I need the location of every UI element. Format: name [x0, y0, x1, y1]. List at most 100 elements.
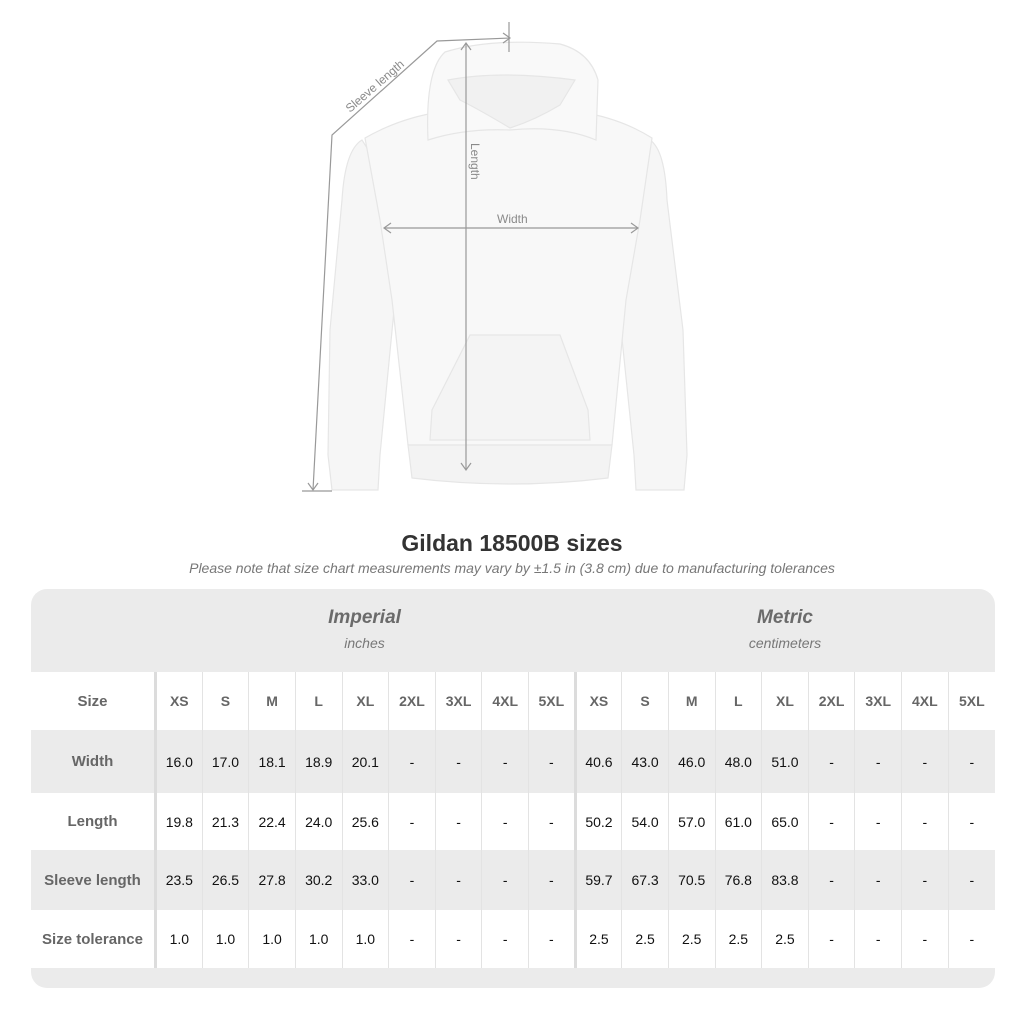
width-arrowhead-left	[382, 222, 392, 234]
length-arrowhead-top	[460, 41, 472, 51]
metric-cell: 59.7	[573, 850, 622, 910]
row-label: Sleeve length	[44, 871, 141, 889]
width-label: Width	[497, 212, 528, 226]
hood-opening	[447, 74, 576, 129]
metric-title: Metric	[757, 607, 813, 628]
imperial-cell: 1.0	[154, 910, 203, 968]
imperial-size-m: M	[248, 672, 296, 730]
metric-size-3xl: 3XL	[854, 672, 902, 730]
sleeve-length-label: Sleeve length	[343, 57, 407, 115]
imperial-cell: -	[388, 793, 436, 850]
table-row-width: Width 16.0 17.0 18.1 18.9 20.1- - - -40.6 43.0 46.…	[31, 730, 995, 793]
metric-size-m: M	[667, 672, 715, 730]
metric-cell: 61.0	[714, 793, 762, 850]
imperial-cell: 1.0	[201, 910, 249, 968]
metric-cell: 46.0	[667, 730, 715, 793]
metric-cell: -	[854, 793, 902, 850]
imperial-cell: 17.0	[201, 730, 249, 793]
imperial-cell: 1.0	[248, 910, 296, 968]
imperial-cell: 23.5	[154, 850, 203, 910]
metric-cell: -	[901, 910, 949, 968]
metric-cell: 83.8	[761, 850, 809, 910]
hoodie-measurement-diagram: Sleeve length Length Width	[302, 22, 688, 492]
length-arrowhead-bottom	[460, 462, 472, 472]
measurement-lines	[302, 22, 640, 492]
metric-cell: -	[947, 793, 995, 850]
imperial-cell: 24.0	[294, 793, 342, 850]
imperial-size-xl: XL	[341, 672, 389, 730]
imperial-cell: -	[388, 850, 436, 910]
imperial-cell: 20.1	[341, 730, 389, 793]
imperial-cell: 30.2	[294, 850, 342, 910]
imperial-cell: 22.4	[248, 793, 296, 850]
metric-size-5xl: 5XL	[947, 672, 995, 730]
table-row-length: Length 19.8 21.3 22.4 24.0 25.6- - - -50.2 54.0 57…	[31, 793, 995, 850]
metric-size-xl: XL	[761, 672, 809, 730]
size-table: Size XS S M L XL 2XL 3XL 4XL 5XL XS S M L XL 2XL 3XL 4XL 5…	[31, 672, 995, 968]
imperial-size-5xl: 5XL	[528, 672, 576, 730]
metric-cell: -	[807, 910, 855, 968]
imperial-cell: -	[434, 850, 482, 910]
imperial-cell: 21.3	[201, 793, 249, 850]
metric-size-2xl: 2XL	[807, 672, 855, 730]
imperial-cell: -	[481, 730, 529, 793]
imperial-cell: 19.8	[154, 793, 203, 850]
row-label: Length	[67, 813, 118, 830]
imperial-size-s: S	[201, 672, 249, 730]
imperial-cell: -	[528, 730, 576, 793]
metric-cell: 2.5	[573, 910, 622, 968]
imperial-cell: -	[434, 793, 482, 850]
length-label: Length	[468, 143, 482, 180]
imperial-cell: -	[434, 730, 482, 793]
metric-header: Metric centimeters	[575, 589, 995, 672]
row-label: Size tolerance	[42, 930, 143, 948]
waistband	[407, 444, 613, 485]
metric-cell: -	[854, 910, 902, 968]
row-label: Width	[71, 753, 114, 770]
imperial-size-4xl: 4XL	[481, 672, 529, 730]
metric-cell: 2.5	[761, 910, 809, 968]
tolerance-note: Please note that size chart measurements…	[189, 560, 835, 576]
sleeve-length-line	[312, 37, 511, 491]
metric-unit: centimeters	[748, 635, 822, 651]
metric-cell: -	[807, 793, 855, 850]
imperial-cell: 26.5	[201, 850, 249, 910]
imperial-cell: 1.0	[294, 910, 342, 968]
metric-cell: 67.3	[621, 850, 669, 910]
metric-size-xs: XS	[573, 672, 622, 730]
metric-cell: 40.6	[573, 730, 622, 793]
imperial-cell: -	[528, 850, 576, 910]
metric-cell: -	[947, 910, 995, 968]
imperial-size-xs: XS	[154, 672, 203, 730]
imperial-cell: 27.8	[248, 850, 296, 910]
metric-cell: -	[807, 850, 855, 910]
size-table-card: Imperial inches Metric centimeters Size X…	[31, 589, 995, 988]
metric-cell: -	[807, 730, 855, 793]
metric-cell: -	[901, 850, 949, 910]
imperial-cell: -	[388, 730, 436, 793]
metric-cell: 50.2	[573, 793, 622, 850]
metric-cell: 51.0	[761, 730, 809, 793]
chart-title: Gildan 18500B sizes	[401, 530, 623, 556]
table-row-sleeve-length: Sleeve length 23.5 26.5 27.8 30.2 33.0- - - -59.…	[31, 850, 995, 910]
imperial-cell: 16.0	[154, 730, 203, 793]
metric-cell: 2.5	[621, 910, 669, 968]
imperial-unit: inches	[344, 635, 385, 651]
metric-cell: -	[854, 730, 902, 793]
metric-cell: 76.8	[714, 850, 762, 910]
metric-size-l: L	[714, 672, 762, 730]
imperial-cell: 18.9	[294, 730, 342, 793]
imperial-cell: -	[528, 793, 576, 850]
size-header-row: Size XS S M L XL 2XL 3XL 4XL 5XL XS S M L XL 2XL 3XL 4XL 5…	[31, 672, 995, 730]
hoodie-illustration	[327, 41, 688, 491]
imperial-cell: 1.0	[341, 910, 389, 968]
metric-cell: 48.0	[714, 730, 762, 793]
imperial-cell: 18.1	[248, 730, 296, 793]
metric-cell: 43.0	[621, 730, 669, 793]
imperial-cell: -	[481, 850, 529, 910]
sleeve-arrowhead-top	[502, 32, 512, 44]
metric-cell: 2.5	[667, 910, 715, 968]
imperial-cell: -	[528, 910, 576, 968]
imperial-cell: 33.0	[341, 850, 389, 910]
imperial-cell: -	[481, 793, 529, 850]
